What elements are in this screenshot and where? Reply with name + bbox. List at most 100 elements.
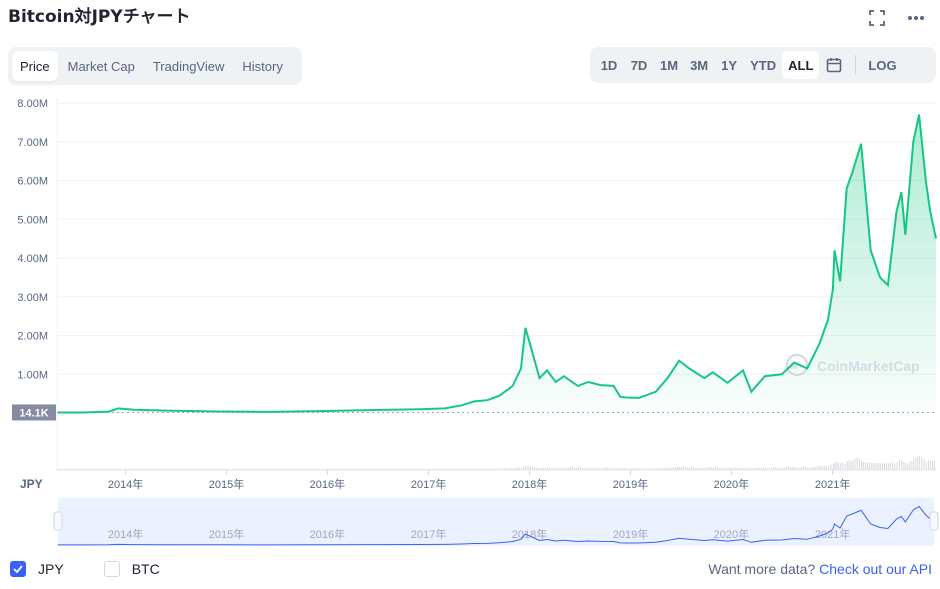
volume-bar <box>927 461 929 470</box>
navigator-right-handle[interactable] <box>929 511 939 531</box>
volume-bar <box>921 456 923 470</box>
volume-bar <box>377 468 379 470</box>
volume-bar <box>775 467 777 470</box>
volume-bar <box>363 468 365 470</box>
volume-bar <box>262 468 264 470</box>
volume-bar <box>65 468 67 470</box>
volume-bar <box>351 468 353 470</box>
tab-market-cap[interactable]: Market Cap <box>67 58 135 74</box>
x-tick-label: 2017年 <box>411 477 446 491</box>
volume-bar <box>96 468 98 470</box>
volume-bar <box>813 467 815 470</box>
volume-bar <box>575 467 577 470</box>
calendar-icon[interactable] <box>819 51 849 79</box>
volume-bar <box>108 468 110 470</box>
volume-bar <box>155 468 157 470</box>
volume-bar <box>369 468 371 470</box>
volume-bar <box>567 467 569 470</box>
range-1d[interactable]: 1D <box>600 57 618 73</box>
range-7d[interactable]: 7D <box>630 57 648 73</box>
volume-bar <box>268 468 270 470</box>
volume-bar <box>698 467 700 470</box>
volume-bar <box>649 468 651 470</box>
navigator-tick-label: 2017年 <box>411 527 446 541</box>
volume-bar <box>739 467 741 470</box>
volume-bar <box>731 467 733 470</box>
tab-price[interactable]: Price <box>12 51 58 81</box>
navigator[interactable]: 2014年 2015年 2016年 2017年 2018年 2019年 2020年 2021年 <box>53 498 939 546</box>
volume-bar <box>161 468 163 470</box>
volume-bar <box>318 468 320 470</box>
range-ytd[interactable]: YTD <box>750 57 777 73</box>
range-1y[interactable]: 1Y <box>721 57 738 73</box>
volume-bar <box>706 467 708 470</box>
volume-bar <box>426 468 428 470</box>
volume-bar <box>573 467 575 470</box>
range-1m[interactable]: 1M <box>660 57 679 73</box>
volume-bar <box>240 468 242 470</box>
volume-bar <box>798 467 800 470</box>
volume-bar <box>95 468 97 470</box>
volume-bar <box>863 462 865 470</box>
log-scale-toggle[interactable]: LOG <box>868 57 897 73</box>
volume-bar <box>244 468 246 470</box>
volume-bar <box>328 468 330 470</box>
volume-bar <box>773 467 775 470</box>
volume-bar <box>821 465 823 470</box>
range-3m[interactable]: 3M <box>690 57 709 73</box>
volume-bar <box>177 468 179 470</box>
volume-bar <box>67 468 69 470</box>
volume-bar <box>191 468 193 470</box>
volume-bar <box>294 468 296 470</box>
volume-bar <box>661 468 663 470</box>
volume-bar <box>613 468 615 470</box>
volume-bar <box>199 468 201 470</box>
volume-bar <box>771 467 773 470</box>
volume-bar <box>874 463 876 470</box>
volume-bar <box>128 468 130 470</box>
more-horizontal-icon[interactable] <box>905 7 927 29</box>
volume-bar <box>118 468 120 470</box>
volume-bar <box>925 462 927 470</box>
tab-tradingview[interactable]: TradingView <box>152 58 225 74</box>
fullscreen-icon[interactable] <box>866 7 888 29</box>
api-link[interactable]: Check out our API <box>819 561 932 577</box>
volume-bar <box>800 467 802 470</box>
volume-bar <box>409 468 411 470</box>
y-tick-label: 8.00M <box>17 98 48 110</box>
volume-bar <box>930 460 932 470</box>
volume-bar <box>700 467 702 470</box>
volume-bar <box>357 468 359 470</box>
volume-bar <box>535 467 537 470</box>
tab-history[interactable]: History <box>242 58 283 74</box>
volume-bar <box>687 467 689 470</box>
volume-bar <box>817 466 819 470</box>
api-promo: Want more data? Check out our API <box>708 561 932 577</box>
volume-bar <box>415 468 417 470</box>
volume-bar <box>126 468 128 470</box>
volume-bar <box>385 468 387 470</box>
volume-bar <box>134 468 136 470</box>
volume-bar <box>618 468 620 470</box>
btc-checkbox[interactable] <box>103 561 120 577</box>
navigator-left-handle[interactable] <box>53 511 63 531</box>
navigator-selection[interactable] <box>58 498 934 546</box>
volume-bar <box>840 463 842 470</box>
volume-bar <box>284 468 286 470</box>
volume-bar <box>485 468 487 470</box>
volume-bar <box>607 467 609 470</box>
x-tick-label: 2015年 <box>209 477 244 491</box>
y-tick-label: 5.00M <box>17 214 48 226</box>
volume-bar <box>371 468 373 470</box>
volume-bar <box>872 463 874 470</box>
range-all[interactable]: ALL <box>782 51 820 79</box>
volume-bar <box>141 468 143 470</box>
volume-bar <box>737 467 739 470</box>
volume-bar <box>864 462 866 470</box>
volume-bar <box>823 465 825 470</box>
volume-bar <box>721 467 723 470</box>
jpy-checkbox[interactable] <box>10 561 26 577</box>
volume-bar <box>679 466 681 470</box>
volume-bar <box>696 467 698 470</box>
volume-bar <box>584 468 586 470</box>
